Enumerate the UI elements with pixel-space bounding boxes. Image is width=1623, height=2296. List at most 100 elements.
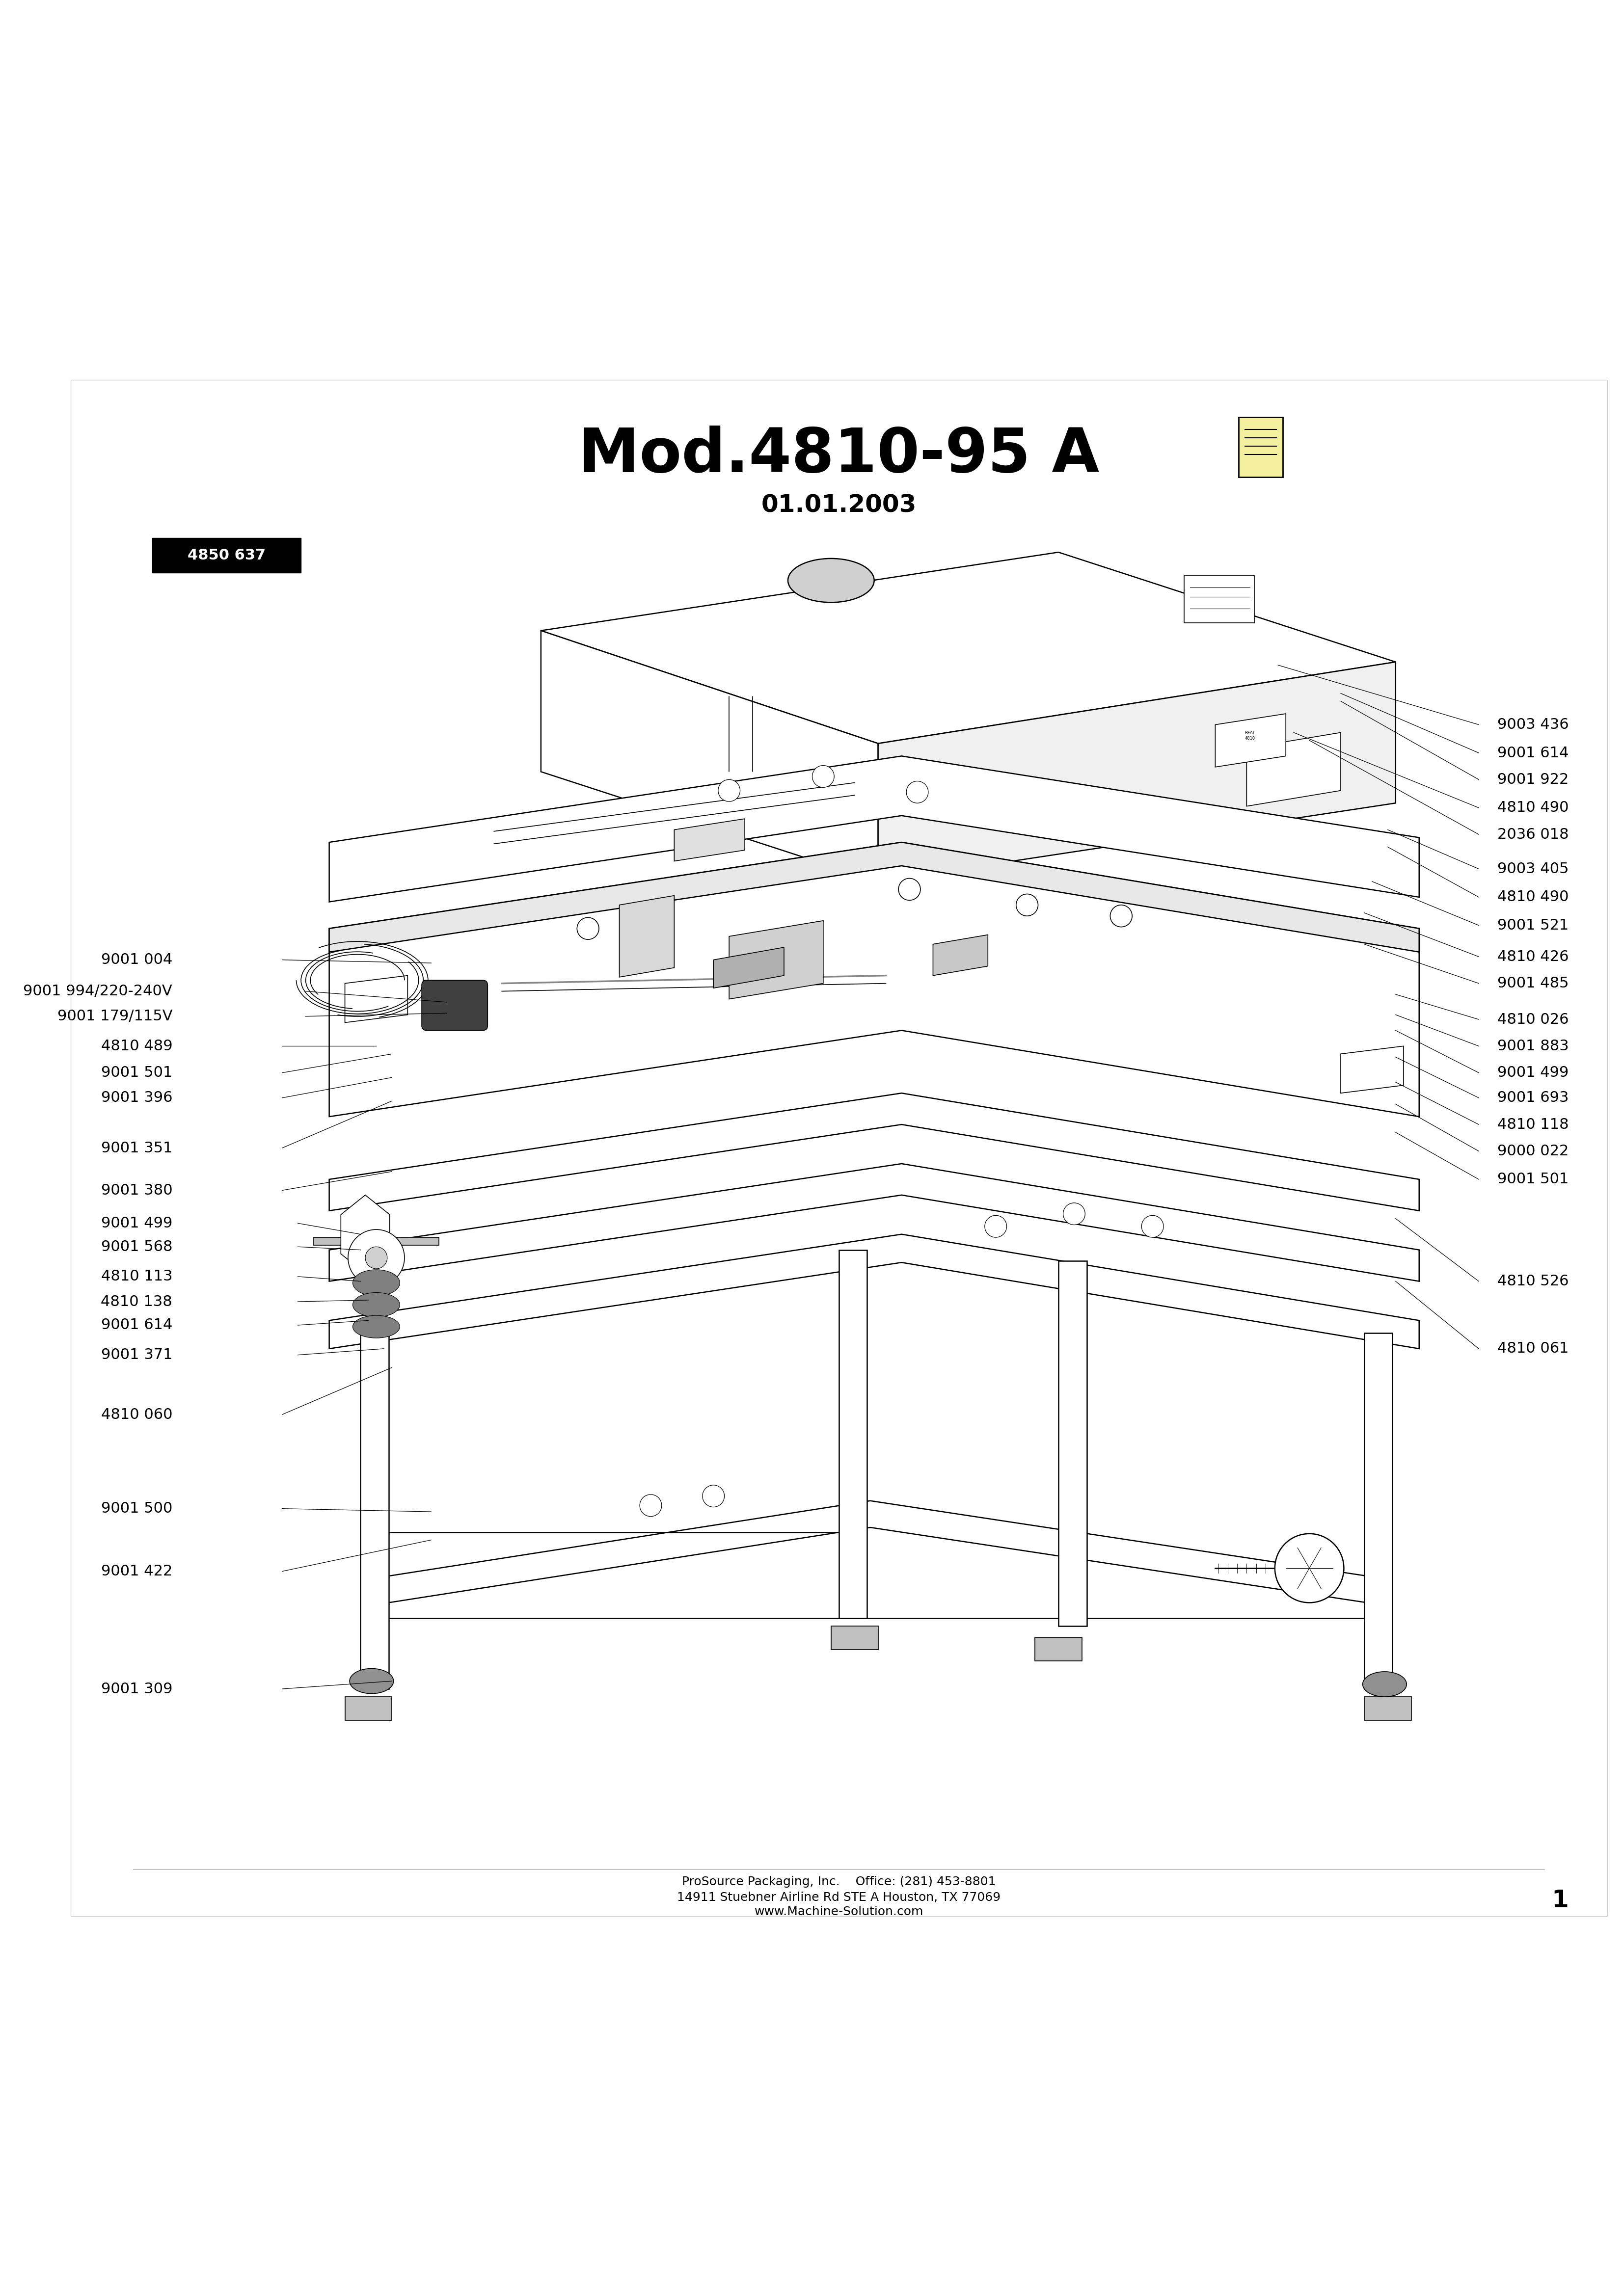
Text: 2036 018: 2036 018 <box>1498 827 1569 843</box>
Text: 4810 060: 4810 060 <box>101 1407 172 1421</box>
Text: 9000 022: 9000 022 <box>1498 1143 1569 1157</box>
FancyBboxPatch shape <box>1183 576 1255 622</box>
Text: 9001 380: 9001 380 <box>101 1182 172 1199</box>
Text: 14911 Stuebner Airline Rd STE A Houston, TX 77069: 14911 Stuebner Airline Rd STE A Houston,… <box>677 1892 1001 1903</box>
Polygon shape <box>329 755 1419 902</box>
Polygon shape <box>1246 732 1341 806</box>
Polygon shape <box>372 1210 381 1274</box>
Text: 4810 061: 4810 061 <box>1498 1341 1569 1357</box>
Text: 4810 138: 4810 138 <box>101 1295 172 1309</box>
Circle shape <box>899 879 920 900</box>
Circle shape <box>906 781 928 804</box>
Text: 9001 351: 9001 351 <box>101 1141 172 1155</box>
FancyBboxPatch shape <box>1365 1697 1412 1720</box>
Text: 4810 426: 4810 426 <box>1498 951 1569 964</box>
Polygon shape <box>1216 714 1285 767</box>
Text: 4850 637: 4850 637 <box>187 549 266 563</box>
Text: 9001 396: 9001 396 <box>101 1091 172 1104</box>
Polygon shape <box>368 1502 1388 1605</box>
Polygon shape <box>329 843 1419 953</box>
Circle shape <box>1063 1203 1086 1224</box>
Circle shape <box>639 905 662 928</box>
Text: 9001 922: 9001 922 <box>1498 771 1569 788</box>
Polygon shape <box>329 1164 1419 1281</box>
Text: 9003 405: 9003 405 <box>1498 861 1569 877</box>
Text: 4810 113: 4810 113 <box>101 1270 172 1283</box>
Ellipse shape <box>787 558 875 602</box>
Text: 9001 501: 9001 501 <box>1498 1173 1569 1187</box>
Text: 4810 490: 4810 490 <box>1498 801 1569 815</box>
Polygon shape <box>540 631 878 882</box>
Circle shape <box>1016 893 1039 916</box>
Polygon shape <box>329 1235 1419 1348</box>
Text: 9001 499: 9001 499 <box>1498 1065 1569 1079</box>
FancyBboxPatch shape <box>153 537 300 572</box>
Ellipse shape <box>352 1293 399 1318</box>
Text: 9001 309: 9001 309 <box>101 1681 172 1697</box>
Text: 9001 485: 9001 485 <box>1498 976 1569 990</box>
Circle shape <box>639 1495 662 1515</box>
Circle shape <box>1110 905 1133 928</box>
Polygon shape <box>329 1093 1419 1210</box>
Ellipse shape <box>349 1669 393 1694</box>
Text: 4810 118: 4810 118 <box>1498 1118 1569 1132</box>
Polygon shape <box>714 948 784 987</box>
Text: 4810 026: 4810 026 <box>1498 1013 1569 1026</box>
Polygon shape <box>933 934 988 976</box>
Text: 9003 436: 9003 436 <box>1498 719 1569 732</box>
Circle shape <box>365 1247 388 1270</box>
Text: Mod.4810-95 A: Mod.4810-95 A <box>578 425 1099 484</box>
Polygon shape <box>341 1194 390 1274</box>
Text: 9001 179/115V: 9001 179/115V <box>57 1010 172 1024</box>
Ellipse shape <box>352 1316 399 1339</box>
Circle shape <box>1274 1534 1344 1603</box>
Text: 9001 568: 9001 568 <box>101 1240 172 1254</box>
Text: 4810 490: 4810 490 <box>1498 891 1569 905</box>
Circle shape <box>812 765 834 788</box>
Text: 9001 004: 9001 004 <box>101 953 172 967</box>
Polygon shape <box>1365 1334 1393 1690</box>
Circle shape <box>347 1231 404 1286</box>
Circle shape <box>703 1486 724 1506</box>
Polygon shape <box>878 661 1396 882</box>
Text: 9001 500: 9001 500 <box>101 1502 172 1515</box>
Polygon shape <box>329 843 1419 1116</box>
FancyBboxPatch shape <box>1238 418 1282 478</box>
Polygon shape <box>1341 1047 1404 1093</box>
FancyBboxPatch shape <box>831 1626 878 1651</box>
FancyBboxPatch shape <box>346 1697 391 1720</box>
Text: 9001 614: 9001 614 <box>101 1318 172 1332</box>
Circle shape <box>717 781 740 801</box>
Text: 9001 501: 9001 501 <box>101 1065 172 1079</box>
Ellipse shape <box>352 1270 399 1295</box>
Polygon shape <box>729 921 823 999</box>
Text: 9001 994/220-240V: 9001 994/220-240V <box>23 985 172 999</box>
Ellipse shape <box>1363 1671 1407 1697</box>
Text: 01.01.2003: 01.01.2003 <box>761 494 917 517</box>
Polygon shape <box>674 820 745 861</box>
Text: 9001 883: 9001 883 <box>1498 1040 1569 1054</box>
Text: REAL
4810: REAL 4810 <box>1245 730 1255 739</box>
Text: www.Machine-Solution.com: www.Machine-Solution.com <box>755 1906 923 1917</box>
FancyBboxPatch shape <box>422 980 487 1031</box>
Polygon shape <box>620 895 674 978</box>
Text: 9001 521: 9001 521 <box>1498 918 1569 932</box>
FancyBboxPatch shape <box>1035 1637 1083 1660</box>
Polygon shape <box>313 1238 438 1244</box>
Text: 1: 1 <box>1552 1890 1569 1913</box>
Polygon shape <box>1058 1261 1087 1626</box>
Text: ProSource Packaging, Inc.    Office: (281) 453-8801: ProSource Packaging, Inc. Office: (281) … <box>682 1876 997 1887</box>
Text: 9001 422: 9001 422 <box>101 1564 172 1577</box>
Circle shape <box>985 1215 1006 1238</box>
Text: 9001 371: 9001 371 <box>101 1348 172 1362</box>
Text: 9001 499: 9001 499 <box>101 1217 172 1231</box>
Polygon shape <box>346 976 407 1022</box>
Circle shape <box>1141 1215 1164 1238</box>
Text: 4810 526: 4810 526 <box>1498 1274 1569 1288</box>
Text: 9001 693: 9001 693 <box>1498 1091 1569 1104</box>
Text: 4810 489: 4810 489 <box>101 1040 172 1054</box>
Circle shape <box>578 918 599 939</box>
Polygon shape <box>360 1320 390 1690</box>
Text: 9001 614: 9001 614 <box>1498 746 1569 760</box>
Polygon shape <box>839 1249 867 1619</box>
